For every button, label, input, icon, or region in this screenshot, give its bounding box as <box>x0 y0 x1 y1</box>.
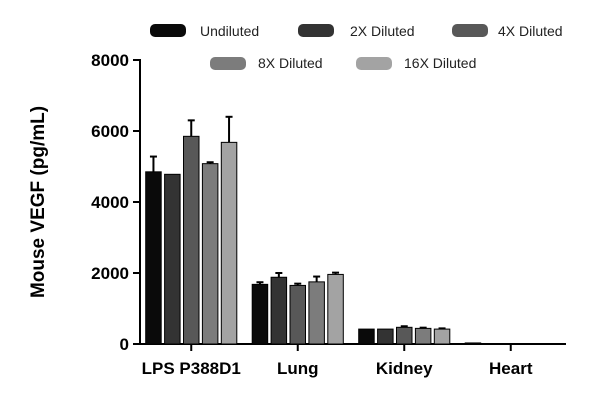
bar-group-kidney <box>358 325 451 345</box>
bar-undiluted-lps-p388d1 <box>145 171 162 345</box>
bar-undiluted-lung <box>251 283 269 345</box>
legend-swatch-8x-diluted <box>210 57 246 70</box>
bar-8x-diluted-lps-p388d1 <box>201 163 219 345</box>
bar-2x-diluted-lung <box>270 276 288 345</box>
y-tick-label: 4000 <box>91 193 129 212</box>
legend: Undiluted 2X Diluted 4X Diluted 8X Dilut… <box>150 23 563 71</box>
bar-undiluted-heart <box>464 342 482 345</box>
bar-group-heart <box>464 342 482 345</box>
bar-8x-diluted-kidney <box>414 327 432 345</box>
y-axis: 0 2000 4000 6000 8000 <box>91 51 141 354</box>
legend-swatch-undiluted <box>150 24 186 37</box>
bar-8x-diluted-lung <box>308 281 325 345</box>
plot-area <box>145 115 482 345</box>
y-tick-label: 0 <box>120 335 129 354</box>
legend-swatch-4x-diluted <box>452 24 488 37</box>
bar-group-lps-p388d1 <box>145 115 238 345</box>
x-tick-label-kidney: Kidney <box>376 359 433 378</box>
legend-label-undiluted: Undiluted <box>200 23 259 39</box>
legend-label-8x-diluted: 8X Diluted <box>258 55 323 71</box>
x-tick-label-lps-p388d1: LPS P388D1 <box>142 359 241 378</box>
x-axis: LPS P388D1 Lung Kidney Heart <box>139 343 566 378</box>
bar-16x-diluted-lung <box>327 273 344 345</box>
bar-4x-diluted-lps-p388d1 <box>183 135 200 345</box>
legend-label-16x-diluted: 16X Diluted <box>404 55 476 71</box>
bar-2x-diluted-kidney <box>377 328 394 345</box>
x-tick-label-lung: Lung <box>277 359 319 378</box>
x-tick-label-heart: Heart <box>489 359 533 378</box>
legend-label-2x-diluted: 2X Diluted <box>350 23 415 39</box>
y-tick-label: 8000 <box>91 51 129 70</box>
bar-16x-diluted-kidney <box>433 328 451 345</box>
y-axis-title: Mouse VEGF (pg/mL) <box>28 106 49 298</box>
legend-swatch-16x-diluted <box>356 57 392 70</box>
bar-group-lung <box>251 271 344 345</box>
bar-2x-diluted-lps-p388d1 <box>164 173 181 345</box>
bar-undiluted-kidney <box>358 328 375 345</box>
bar-4x-diluted-kidney <box>396 326 413 345</box>
bar-4x-diluted-lung <box>289 284 306 345</box>
y-tick-label: 2000 <box>91 264 129 283</box>
y-tick-label: 6000 <box>91 122 129 141</box>
legend-swatch-2x-diluted <box>298 24 334 37</box>
bar-16x-diluted-lps-p388d1 <box>220 141 238 345</box>
legend-label-4x-diluted: 4X Diluted <box>498 23 563 39</box>
